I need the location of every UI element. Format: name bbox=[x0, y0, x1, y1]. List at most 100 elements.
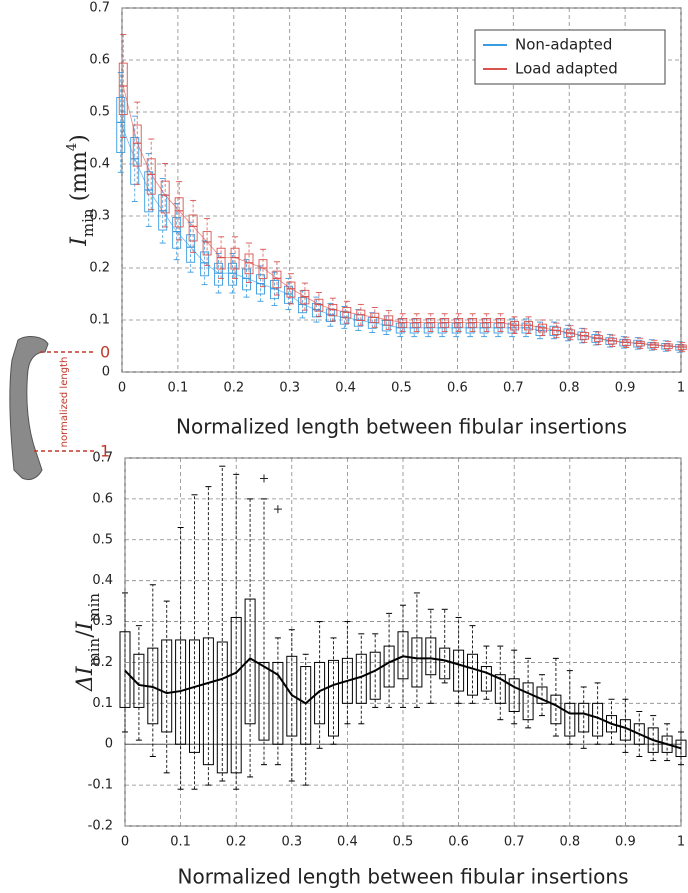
box bbox=[564, 702, 576, 737]
y-tick-label: 0.4 bbox=[92, 573, 113, 588]
box bbox=[119, 631, 131, 708]
y-tick-label: 0 bbox=[102, 365, 110, 380]
box bbox=[425, 637, 437, 676]
x-tick-label: 0.3 bbox=[279, 381, 300, 396]
y-axis-label-part: min bbox=[85, 593, 103, 622]
box bbox=[161, 639, 173, 733]
box bbox=[300, 666, 312, 745]
box bbox=[661, 735, 673, 753]
box bbox=[216, 247, 226, 270]
y-axis-label-part: I bbox=[73, 620, 98, 631]
y-axis-label-part: min bbox=[79, 208, 97, 237]
x-tick-label: 0.7 bbox=[504, 835, 525, 850]
legend-box bbox=[474, 29, 666, 85]
box bbox=[675, 739, 687, 757]
bone-image bbox=[9, 336, 49, 481]
x-tick-label: 0.6 bbox=[447, 381, 468, 396]
box bbox=[189, 639, 200, 753]
box bbox=[116, 96, 126, 154]
y-axis-label-part: ) bbox=[67, 134, 92, 143]
inset: 0 1 normalized length bbox=[9, 336, 110, 481]
box bbox=[494, 674, 506, 704]
x-tick-label: 0.7 bbox=[503, 381, 524, 396]
box bbox=[214, 262, 224, 286]
y-tick-label: 0 bbox=[105, 737, 113, 752]
box bbox=[578, 702, 590, 733]
median-line bbox=[122, 85, 683, 348]
box bbox=[272, 661, 284, 745]
box bbox=[202, 637, 214, 766]
box bbox=[647, 727, 659, 753]
box bbox=[633, 723, 645, 745]
y-tick-label: 0.2 bbox=[89, 261, 110, 276]
y-tick-label: 0.2 bbox=[92, 655, 113, 670]
box bbox=[297, 297, 307, 314]
start-label: 0 bbox=[100, 343, 110, 362]
y-tick-label: 0.5 bbox=[89, 105, 110, 120]
box bbox=[522, 682, 534, 721]
outlier bbox=[260, 474, 268, 483]
box bbox=[144, 171, 154, 213]
y-axis-label-part: (mm bbox=[67, 151, 92, 208]
x-tick-label: 0 bbox=[118, 381, 126, 396]
box bbox=[314, 661, 326, 725]
box bbox=[216, 641, 228, 774]
box bbox=[536, 686, 548, 704]
box bbox=[328, 659, 339, 737]
x-tick-label: 0.1 bbox=[170, 835, 191, 850]
y-tick-label: 0.4 bbox=[89, 157, 110, 172]
y-tick-label: 0.7 bbox=[92, 451, 113, 466]
box bbox=[244, 253, 254, 275]
box bbox=[172, 217, 182, 249]
box bbox=[286, 281, 296, 298]
box bbox=[118, 62, 128, 116]
x-tick-label: 0.2 bbox=[223, 381, 244, 396]
box bbox=[230, 616, 242, 774]
box bbox=[453, 649, 465, 692]
box bbox=[284, 285, 293, 304]
box bbox=[202, 231, 212, 256]
y-tick-label: -0.2 bbox=[88, 819, 113, 834]
x-tick-label: 0.8 bbox=[559, 381, 580, 396]
legend-label: Load adapted bbox=[515, 60, 618, 78]
box bbox=[174, 197, 184, 228]
y-axis-label-part: I bbox=[67, 236, 92, 247]
box bbox=[188, 214, 198, 242]
y-axis-label-part: / bbox=[73, 630, 98, 638]
median-line bbox=[120, 122, 680, 348]
y-tick-label: -0.1 bbox=[88, 778, 113, 793]
box bbox=[132, 124, 142, 167]
box bbox=[258, 259, 268, 279]
box bbox=[228, 262, 238, 286]
box bbox=[314, 298, 324, 312]
y-tick-label: 0.3 bbox=[92, 614, 113, 629]
box bbox=[439, 647, 451, 680]
box bbox=[341, 657, 353, 704]
x-tick-label: 0.5 bbox=[393, 835, 414, 850]
y-tick-label: 0.6 bbox=[89, 53, 110, 68]
y-axis-label: Imin (mm4) bbox=[65, 134, 97, 247]
box bbox=[270, 280, 279, 300]
box bbox=[411, 637, 423, 688]
box bbox=[258, 661, 270, 741]
x-tick-label: 1 bbox=[677, 381, 685, 396]
y-axis-label-part: 4 bbox=[65, 143, 80, 151]
box bbox=[242, 268, 251, 291]
y-axis-label-part: ΔI bbox=[73, 665, 98, 692]
x-tick-label: 0.3 bbox=[281, 835, 302, 850]
box bbox=[146, 158, 156, 195]
box bbox=[160, 180, 170, 214]
x-tick-label: 0.9 bbox=[615, 835, 636, 850]
box bbox=[369, 651, 381, 700]
x-tick-label: 0.8 bbox=[559, 835, 580, 850]
x-tick-label: 0.9 bbox=[615, 381, 636, 396]
x-tick-label: 0.4 bbox=[337, 835, 358, 850]
box bbox=[230, 247, 240, 270]
legend-label: Non-adapted bbox=[515, 36, 612, 54]
box bbox=[606, 715, 617, 733]
y-tick-label: 0.3 bbox=[89, 209, 110, 224]
y-tick-label: 0.5 bbox=[92, 532, 113, 547]
y-tick-label: 0.6 bbox=[92, 491, 113, 506]
x-tick-label: 0.5 bbox=[391, 381, 412, 396]
box bbox=[467, 653, 478, 696]
